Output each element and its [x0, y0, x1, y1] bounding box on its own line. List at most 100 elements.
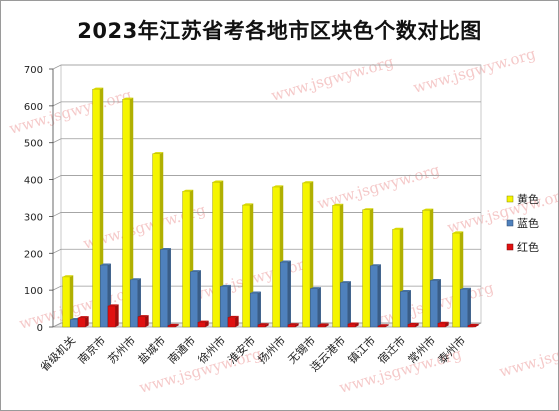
bar-top: [167, 323, 179, 326]
bar-top: [400, 290, 411, 292]
bar-blue: [430, 278, 441, 328]
bar-front: [257, 324, 266, 328]
bar-side: [347, 281, 351, 327]
gridline: [52, 248, 481, 254]
watermark-text: www.jsgwyw.org: [497, 329, 558, 381]
bar-front: [197, 322, 206, 328]
bar-side: [385, 324, 389, 327]
bar-front: [467, 325, 476, 328]
bar-side: [130, 97, 134, 327]
bar-red: [407, 322, 419, 328]
legend-label: 黄色: [517, 192, 539, 206]
bar-top: [287, 323, 299, 325]
x-category-label: 苏州市: [105, 333, 138, 366]
y-tick-label: 500: [24, 139, 43, 150]
bar-front: [280, 261, 288, 328]
bar-top: [467, 323, 479, 326]
bar-top: [100, 263, 111, 266]
bar-side: [437, 278, 441, 327]
legend-swatch: [506, 219, 514, 227]
bar-top: [392, 227, 404, 230]
bar-front: [122, 99, 131, 328]
bar-top: [317, 323, 329, 326]
bar-red: [167, 323, 179, 328]
bar-front: [92, 89, 101, 328]
bar-side: [265, 323, 269, 327]
bar-front: [347, 323, 356, 328]
bar-red: [197, 320, 209, 328]
bar-side: [235, 315, 239, 327]
bar-red: [377, 324, 389, 328]
bar-front: [317, 324, 326, 328]
bar-red: [467, 323, 479, 328]
bar-front: [452, 232, 461, 328]
legend-label: 红色: [517, 240, 539, 254]
bar-red: [287, 323, 299, 328]
bar-top: [377, 324, 389, 326]
bar-top: [62, 275, 74, 277]
bar-red: [317, 323, 329, 328]
bar-front: [130, 279, 138, 328]
bar-top: [212, 180, 224, 183]
bar-front: [160, 249, 168, 328]
bar-blue: [130, 278, 141, 328]
bar-top: [152, 152, 164, 154]
bar-blue: [340, 281, 351, 328]
bar-top: [347, 322, 359, 325]
bar-front: [242, 204, 251, 328]
bar-blue: [400, 290, 411, 328]
bar-top: [122, 97, 134, 100]
bar-side: [415, 322, 419, 327]
legend-swatch: [506, 195, 514, 203]
bar-top: [130, 278, 141, 280]
bar-top: [242, 203, 254, 206]
bar-side: [205, 320, 209, 327]
bar-front: [167, 325, 176, 328]
bar-side: [325, 323, 329, 327]
gridline: [52, 212, 481, 217]
bar-blue: [460, 287, 471, 328]
bar-side: [70, 275, 74, 327]
bar-front: [77, 317, 86, 328]
bar-top: [452, 231, 464, 234]
bar-side: [467, 287, 471, 327]
x-category-label: 省级机关: [37, 333, 78, 374]
bar-front: [377, 325, 386, 328]
bar-blue: [250, 291, 261, 328]
bar-top: [257, 323, 269, 325]
bar-yellow: [62, 275, 74, 328]
bar-front: [272, 186, 281, 328]
bar-side: [115, 304, 119, 327]
x-category-label: 镇江市: [345, 333, 378, 366]
bar-top: [310, 287, 321, 289]
bar-yellow: [122, 97, 134, 328]
bar-side: [85, 316, 89, 327]
bar-front: [220, 286, 228, 328]
bar-side: [475, 323, 479, 327]
bar-front: [212, 181, 221, 328]
bar-top: [160, 248, 171, 250]
y-tick-label: 100: [24, 286, 43, 297]
bar-side: [137, 278, 141, 327]
bar-blue: [310, 287, 321, 328]
bar-front: [392, 229, 401, 328]
bar-blue: [370, 264, 381, 328]
bar-top: [422, 208, 434, 211]
bar-top: [280, 260, 291, 263]
bar-top: [460, 287, 471, 290]
bar-blue: [160, 248, 171, 328]
bar-top: [362, 208, 374, 210]
bar-top: [220, 284, 231, 287]
bar-side: [167, 248, 171, 327]
bar-top: [370, 264, 381, 266]
bar-top: [340, 281, 351, 283]
y-tick-label: 400: [24, 176, 43, 187]
bar-front: [422, 209, 431, 328]
bar-side: [287, 260, 291, 327]
gridline: [52, 101, 481, 107]
watermark-text: www.jsgwyw.org: [411, 45, 538, 97]
watermark-text: www.jsgwyw.org: [269, 53, 396, 105]
